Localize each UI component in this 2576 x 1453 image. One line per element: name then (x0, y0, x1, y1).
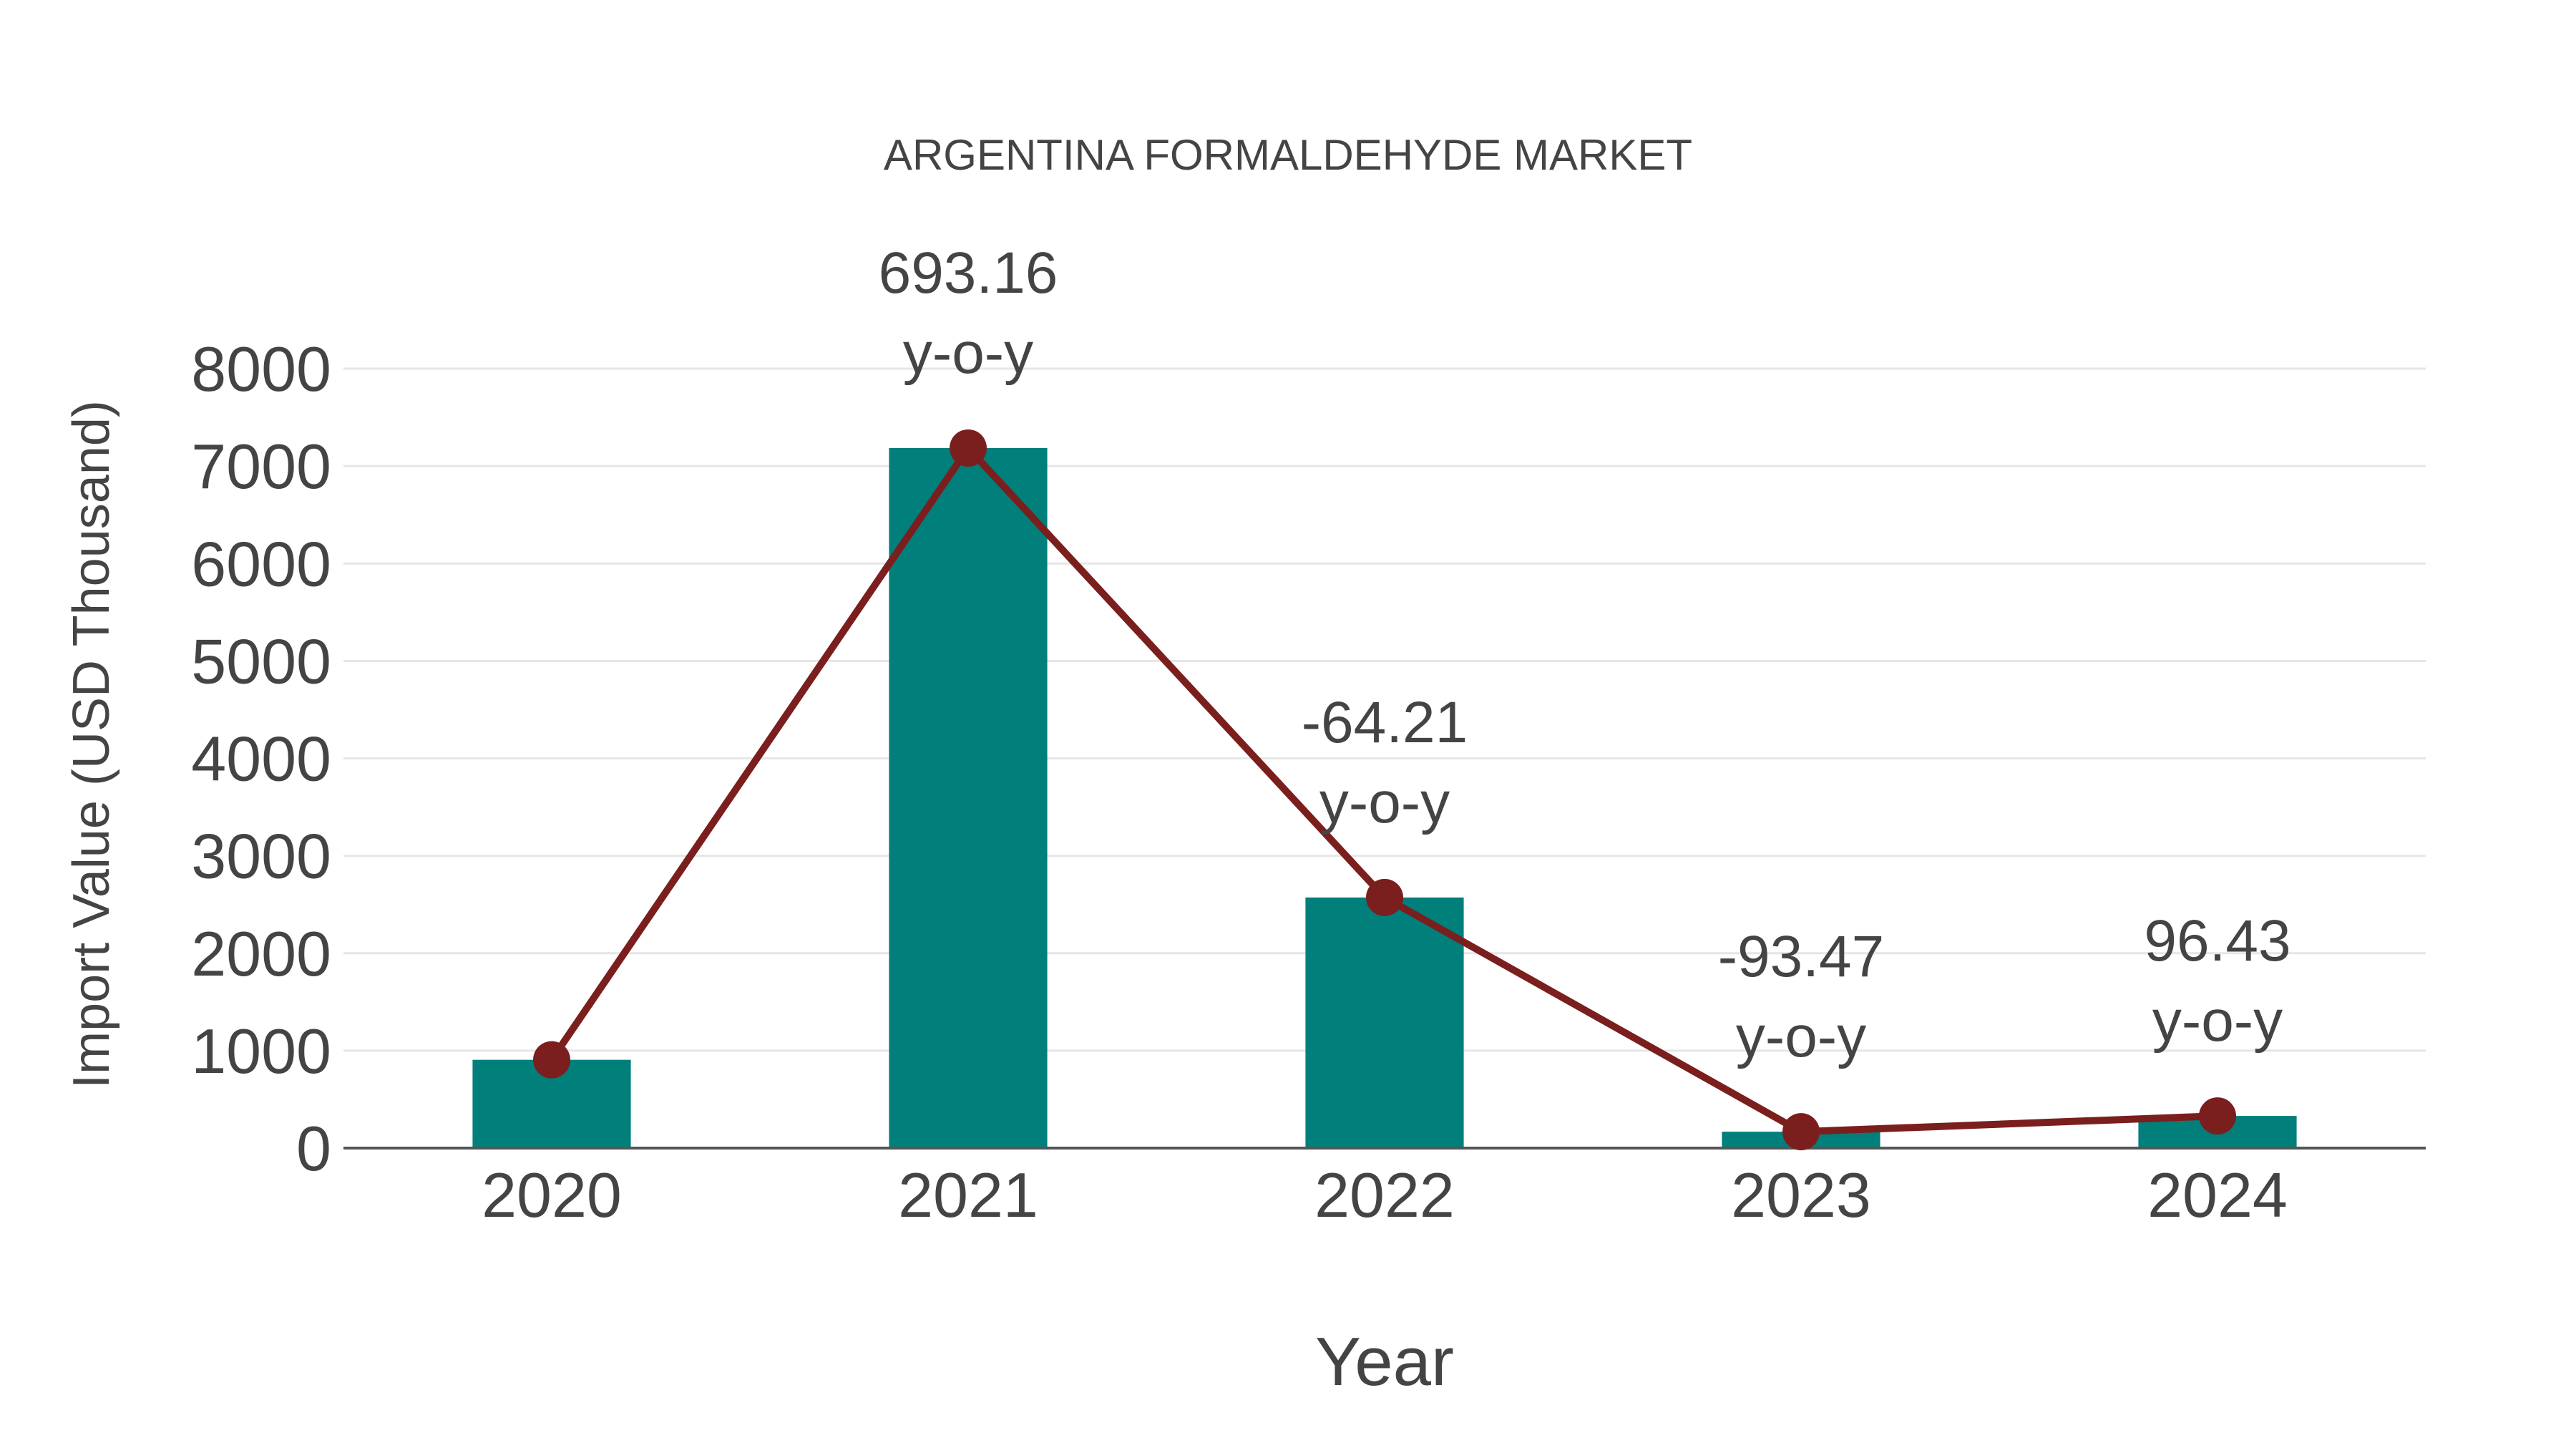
yoy-label: y-o-y (903, 321, 1033, 386)
y-tick-label: 1000 (191, 1016, 331, 1087)
yoy-value: 693.16 (879, 240, 1058, 306)
yoy-value: 96.43 (2144, 908, 2290, 973)
bar-2022 (1305, 897, 1464, 1148)
y-tick-label: 8000 (191, 334, 331, 404)
bar-2021 (889, 447, 1048, 1148)
y-tick-label: 3000 (191, 821, 331, 892)
trend-marker-2024 (2199, 1097, 2236, 1135)
trend-marker-2023 (1782, 1113, 1820, 1151)
yoy-label: y-o-y (1736, 1004, 1866, 1069)
trend-marker-2020 (533, 1041, 570, 1079)
chart-title: ARGENTINA FORMALDEHYDE MARKET (884, 131, 1692, 179)
x-tick-label: 2020 (482, 1160, 622, 1230)
x-tick-label: 2022 (1314, 1160, 1455, 1230)
bars (472, 447, 2297, 1148)
y-axis-ticks: 0 1000 2000 3000 4000 5000 6000 7000 8000 (191, 334, 331, 1184)
trend-marker-2021 (950, 429, 987, 467)
y-tick-label: 4000 (191, 724, 331, 794)
trend-marker-2022 (1366, 878, 1403, 916)
x-axis-ticks: 2020 2021 2022 2023 2024 (482, 1160, 2288, 1230)
y-tick-label: 0 (296, 1113, 331, 1184)
x-tick-label: 2021 (898, 1160, 1038, 1230)
x-axis-title: Year (1315, 1323, 1454, 1400)
y-tick-label: 7000 (191, 431, 331, 502)
yoy-label: y-o-y (1319, 770, 1450, 835)
y-tick-label: 2000 (191, 918, 331, 989)
yoy-value: -93.47 (1718, 924, 1885, 989)
yoy-annotations: 693.16 y-o-y -64.21 y-o-y -93.47 y-o-y 96.43 y-… (879, 240, 2291, 1069)
yoy-label: y-o-y (2152, 988, 2283, 1054)
y-axis-title: Import Value (USD Thousand) (63, 400, 120, 1089)
yoy-value: -64.21 (1302, 690, 1468, 755)
trend-line (533, 429, 2236, 1151)
y-tick-label: 6000 (191, 528, 331, 599)
x-tick-label: 2023 (1731, 1160, 1871, 1230)
y-tick-label: 5000 (191, 626, 331, 696)
x-tick-label: 2024 (2147, 1160, 2288, 1230)
